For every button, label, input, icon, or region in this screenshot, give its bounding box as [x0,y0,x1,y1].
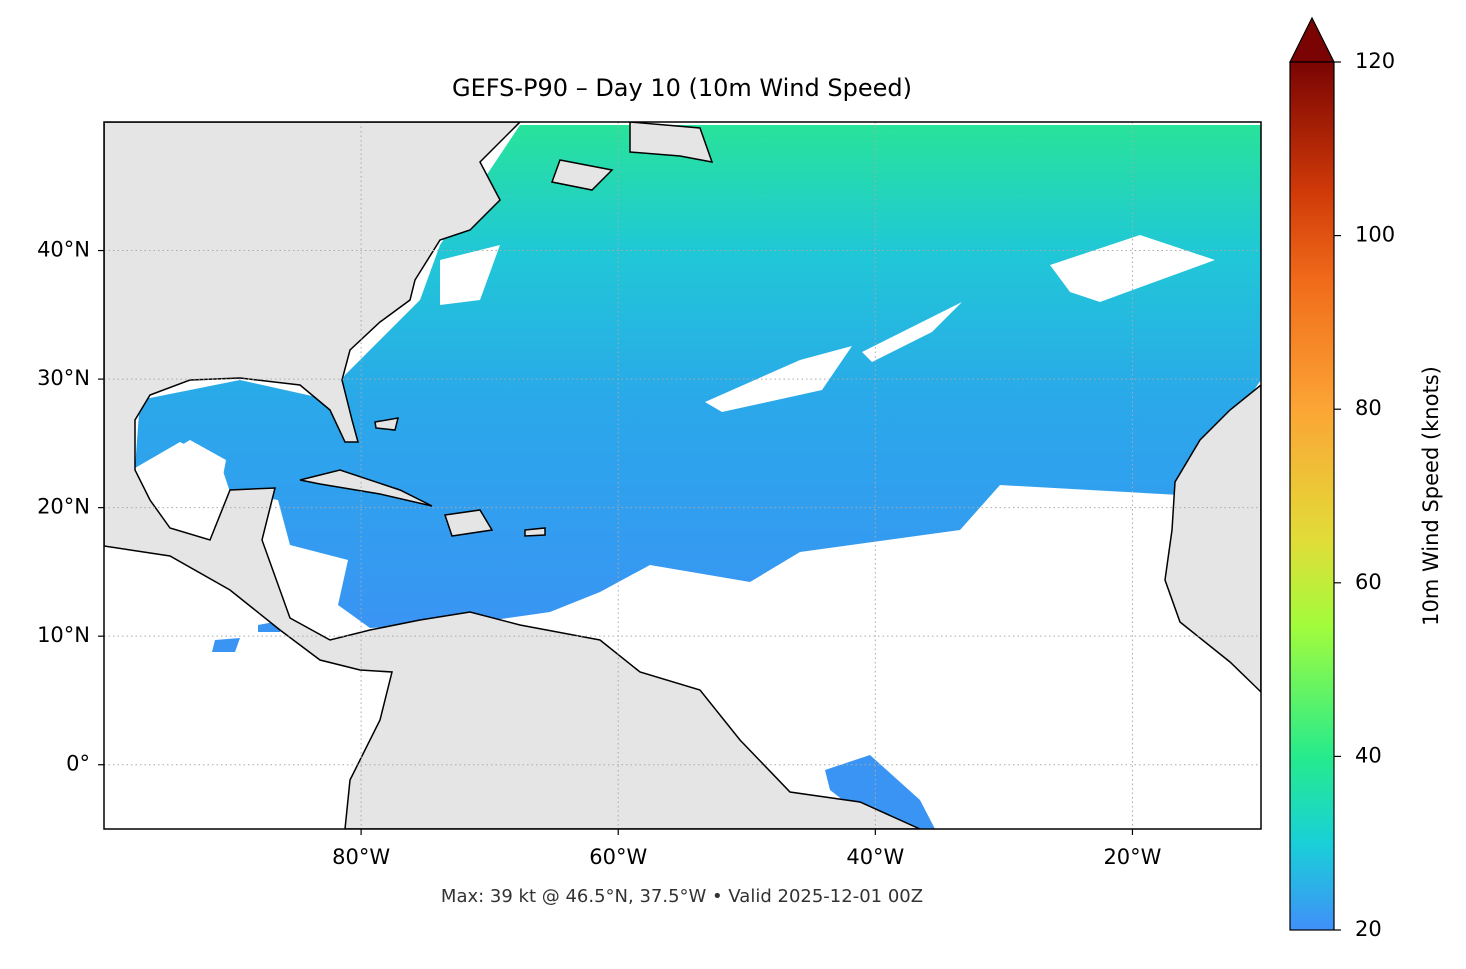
colorbar-tick-label: 60 [1355,570,1382,594]
colorbar [1289,61,1335,931]
colorbar-tick-label: 20 [1355,917,1382,941]
colorbar-label: 10m Wind Speed (knots) [1419,366,1443,626]
x-tick-label: 20°W [1103,845,1161,869]
x-tick-label: 40°W [846,845,904,869]
colorbar-tick-label: 120 [1355,49,1395,73]
colorbar-tick-label: 100 [1355,223,1395,247]
y-tick-label: 30°N [37,366,90,390]
colorbar-extend [1289,16,1335,63]
y-tick-label: 20°N [37,495,90,519]
colorbar-tick-label: 80 [1355,396,1382,420]
land [104,122,921,829]
footer: Max: 39 kt @ 46.5°N, 37.5°W • Valid 2025… [441,886,923,907]
colorbar-tick-label: 40 [1355,743,1382,767]
y-tick-label: 10°N [37,623,90,647]
map [104,122,1261,829]
title: GEFS-P90 – Day 10 (10m Wind Speed) [452,74,912,102]
calm-area [140,235,1215,502]
x-tick-label: 60°W [589,845,647,869]
land [1164,384,1261,694]
map-frame [103,121,1262,830]
land [299,122,714,537]
y-tick-label: 0° [66,752,90,776]
y-tick-label: 40°N [37,238,90,262]
x-tick-label: 80°W [332,845,390,869]
